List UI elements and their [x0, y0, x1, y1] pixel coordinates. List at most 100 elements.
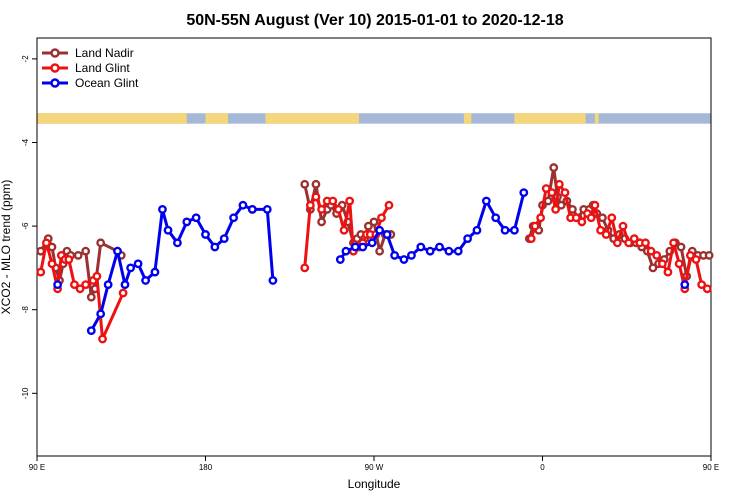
x-tick-label: 0 — [540, 463, 545, 472]
data-point — [571, 213, 581, 223]
land-ocean-band — [37, 113, 711, 124]
legend-label: Ocean Glint — [75, 76, 139, 90]
data-point — [500, 225, 510, 235]
data-point — [598, 213, 607, 223]
land-band — [463, 113, 472, 124]
series-line — [339, 192, 526, 261]
legend-label: Land Nadir — [75, 46, 134, 60]
data-point — [305, 200, 315, 210]
y-tick-label: -8 — [21, 306, 30, 314]
data-point — [163, 225, 173, 235]
data-point — [481, 196, 491, 206]
land-band — [205, 113, 228, 124]
data-point — [328, 196, 338, 206]
y-tick-label: -6 — [21, 222, 30, 230]
data-point — [350, 242, 360, 252]
data-point — [541, 184, 551, 193]
data-point — [150, 267, 160, 277]
data-point — [702, 284, 712, 294]
data-point — [96, 238, 106, 248]
data-point — [624, 238, 634, 248]
data-point — [81, 246, 91, 256]
data-point — [669, 238, 678, 248]
data-point — [103, 280, 113, 290]
data-point — [47, 259, 57, 269]
data-point — [75, 284, 85, 294]
data-point — [652, 250, 662, 260]
ocean-band — [37, 113, 711, 124]
data-point — [601, 230, 611, 239]
data-point — [590, 200, 600, 210]
data-point — [543, 196, 553, 206]
legend-marker — [50, 78, 60, 88]
x-axis: 90 E 180 90 W 0 90 E — [29, 456, 719, 472]
data-point — [92, 271, 102, 281]
data-point — [317, 204, 326, 214]
data-point — [86, 292, 96, 302]
data-point — [526, 234, 536, 244]
data-point — [268, 276, 278, 285]
data-point — [311, 192, 321, 202]
data-point — [247, 204, 257, 214]
land-band — [37, 113, 187, 124]
data-point — [182, 217, 192, 227]
y-tick-label: -2 — [21, 55, 30, 63]
data-point — [657, 259, 667, 269]
plot-frame — [36, 37, 712, 457]
data-point — [556, 200, 566, 210]
data-point — [697, 280, 707, 290]
data-point — [133, 259, 143, 269]
data-point — [399, 255, 409, 264]
land-band — [594, 113, 599, 124]
data-point — [41, 238, 51, 248]
data-point — [369, 217, 379, 227]
data-point — [536, 213, 546, 223]
data-point — [367, 238, 377, 248]
data-point — [377, 213, 386, 223]
data-point — [64, 255, 74, 264]
legend-marker — [50, 63, 60, 73]
data-point — [86, 326, 96, 335]
data-point — [317, 217, 326, 227]
data-point — [201, 230, 210, 239]
data-point — [444, 246, 454, 256]
data-point — [36, 267, 46, 277]
series-ocean-glint — [53, 188, 690, 335]
data-point — [549, 163, 559, 172]
data-point — [98, 334, 107, 344]
data-point — [311, 179, 321, 189]
x-tick-label: 180 — [199, 463, 213, 472]
x-tick-label: 90 E — [703, 463, 719, 472]
data-point — [547, 188, 557, 198]
data-point — [219, 234, 229, 244]
data-point — [363, 221, 373, 231]
data-point — [676, 242, 686, 252]
data-point — [612, 238, 622, 248]
data-point — [191, 213, 201, 223]
data-point — [691, 255, 701, 264]
data-point — [674, 259, 684, 269]
data-point — [425, 246, 435, 256]
data-point — [262, 204, 272, 214]
data-point — [341, 246, 351, 256]
data-point — [238, 200, 248, 210]
legend-marker — [50, 48, 60, 58]
data-point — [646, 246, 656, 256]
data-point — [173, 238, 182, 248]
data-point — [375, 246, 385, 256]
data-point — [663, 267, 673, 277]
data-point — [70, 280, 79, 290]
data-point — [382, 230, 392, 239]
series-layer — [36, 163, 714, 344]
data-point — [629, 234, 639, 244]
data-point — [551, 204, 561, 214]
y-tick-label: -4 — [21, 138, 30, 146]
data-point — [53, 280, 62, 290]
data-point — [113, 246, 122, 256]
data-point — [519, 188, 529, 198]
y-tick-label: -10 — [21, 387, 30, 399]
chart-title: 50N-55N August (Ver 10) 2015-01-01 to 20… — [186, 12, 563, 29]
data-point — [345, 196, 355, 206]
